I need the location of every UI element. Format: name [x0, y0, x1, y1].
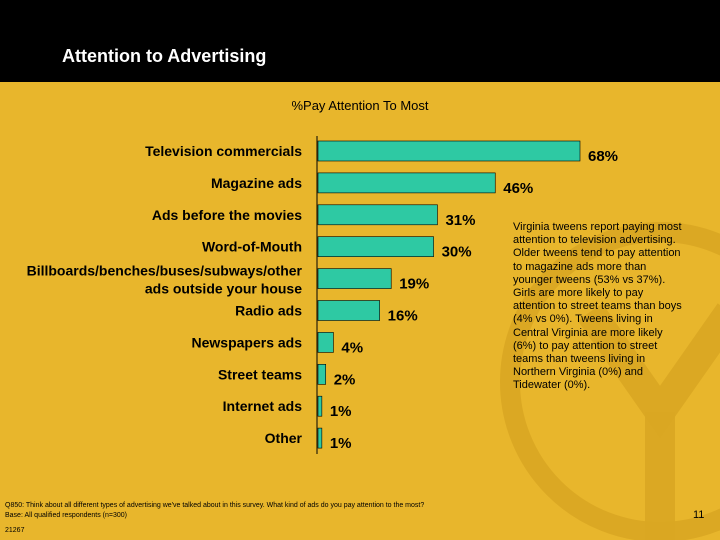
bar [317, 427, 323, 449]
bar-chart: Television commercials 68% Magazine ads 46%… [27, 136, 618, 454]
page-number: 11 [693, 509, 705, 521]
category-label: Street teams [218, 366, 302, 382]
chart-title: %Pay Attention To Most [291, 98, 429, 113]
value-label: 1% [330, 403, 352, 420]
value-label: 4% [341, 339, 363, 356]
job-code: 21267 [5, 527, 25, 534]
category-label: Television commercials [145, 143, 302, 159]
value-label: 1% [330, 435, 352, 452]
category-label: Magazine ads [211, 175, 302, 191]
bar [317, 140, 581, 162]
insight-note: Virginia tweens report paying most atten… [513, 221, 682, 392]
value-label: 30% [442, 244, 472, 261]
category-label: Radio ads [235, 303, 302, 319]
category-label: Ads before the movies [152, 207, 302, 223]
slide-title: Attention to Advertising [62, 46, 267, 66]
bar [317, 236, 434, 257]
value-label: 2% [334, 371, 356, 388]
bar [317, 172, 496, 194]
category-label: Newspapers ads [192, 334, 303, 350]
value-label: 46% [503, 180, 533, 197]
category-label: Other [265, 430, 303, 446]
category-label: Billboards/benches/buses/subways/other ad… [27, 263, 303, 297]
footnote: Q850: Think about all different types of… [5, 501, 565, 521]
category-label: Word-of-Mouth [202, 239, 302, 255]
value-label: 19% [399, 276, 429, 293]
footnote-base: Base: All qualified respondents (n=300) [5, 512, 127, 519]
bar [317, 300, 380, 321]
category-label: Internet ads [223, 398, 303, 414]
value-label: 68% [588, 148, 618, 165]
bar [317, 395, 323, 417]
bar [317, 363, 327, 385]
value-label: 16% [388, 308, 418, 325]
bar [317, 204, 438, 226]
header-bar [0, 0, 720, 82]
footnote-question: Q850: Think about all different types of… [5, 502, 425, 509]
background-logo-decoration [500, 222, 720, 540]
bar [317, 332, 334, 353]
bar [317, 268, 392, 289]
value-label: 31% [445, 212, 475, 229]
